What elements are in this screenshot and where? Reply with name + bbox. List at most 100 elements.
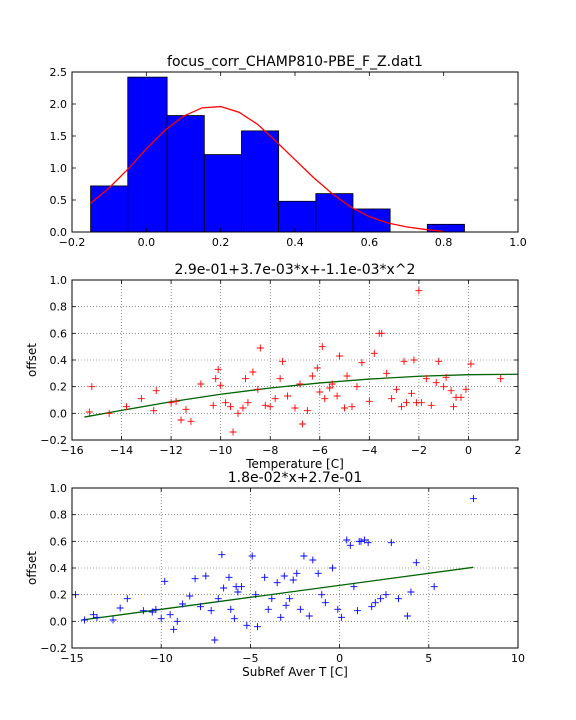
temperature-scatter-point-4 [137, 395, 145, 403]
subref-scatter-point-32 [248, 552, 256, 560]
temperature-scatter-point-76 [462, 385, 470, 393]
temperature-scatter-point-62 [410, 356, 418, 364]
temperature-scatter-point-42 [326, 384, 334, 392]
temperature-scatter-point-5 [150, 407, 158, 415]
temperature-scatter-fit-curve [84, 373, 519, 418]
temperature-scatter-point-29 [271, 395, 279, 403]
subref-scatter-point-37 [268, 595, 276, 603]
temperature-scatter-x-tick-label-4: −8 [262, 444, 278, 457]
subref-scatter-point-23 [218, 551, 226, 559]
subref-scatter-point-53 [334, 605, 342, 613]
subref-scatter-x-tick-label-4: 5 [425, 652, 432, 665]
subref-scatter-point-6 [123, 595, 131, 603]
temperature-scatter-point-6 [152, 387, 160, 395]
subref-scatter-point-48 [309, 556, 317, 564]
histogram-y-ticks: 0.0 0.5 1.0 1.5 2.0 2.5 [50, 66, 518, 239]
subref-scatter-point-56 [346, 541, 354, 549]
temperature-scatter-point-56 [388, 395, 396, 403]
subref-scatter-point-36 [264, 605, 272, 613]
histogram-x-tick-label-2: 0.2 [212, 236, 230, 249]
subref-scatter-y-tick-label-1: 0.0 [50, 615, 68, 628]
temperature-scatter-point-49 [353, 383, 361, 391]
temperature-scatter-point-61 [407, 389, 415, 397]
temperature-scatter-x-tick-label-9: 2 [515, 444, 522, 457]
subref-scatter-x-ticks: −15 −10 −5 0 5 10 [60, 488, 525, 665]
subref-scatter-point-52 [328, 564, 336, 572]
temperature-scatter-point-35 [298, 420, 306, 428]
temperature-scatter-point-65 [417, 399, 425, 407]
temperature-scatter-point-70 [440, 383, 448, 391]
histogram-x-tick-label-5: 0.8 [435, 236, 453, 249]
temperature-scatter-point-0 [85, 408, 93, 416]
subref-scatter-y-tick-label-4: 0.6 [50, 535, 68, 548]
histogram-y-tick-label-4: 2.0 [50, 98, 68, 111]
temperature-scatter-title: 2.9e-01+3.7e-03*x+-1.1e-03*x^2 [175, 262, 416, 278]
subref-scatter-point-67 [387, 539, 395, 547]
subref-scatter-point-16 [186, 592, 194, 600]
subref-scatter-point-24 [220, 584, 228, 592]
temperature-scatter-point-1 [88, 383, 96, 391]
temperature-scatter-x-tick-label-2: −12 [160, 444, 183, 457]
histogram-x-tick-label-3: 0.4 [286, 236, 304, 249]
histogram-bars [90, 76, 465, 233]
temperature-scatter-point-45 [336, 352, 344, 360]
subref-scatter-point-40 [280, 572, 288, 580]
subref-scatter-x-label: SubRef Aver T [C] [242, 665, 348, 679]
temperature-scatter-y-tick-label-3: 0.4 [50, 354, 68, 367]
temperature-scatter-point-48 [348, 403, 356, 411]
temperature-scatter-point-18 [227, 403, 235, 411]
temperature-scatter-point-23 [244, 399, 252, 407]
subref-scatter-point-62 [364, 539, 372, 547]
subref-scatter-point-21 [211, 636, 219, 644]
histogram-title: focus_corr_CHAMP810-PBE_F_Z.dat1 [167, 54, 423, 70]
temperature-scatter-point-57 [393, 385, 401, 393]
temperature-scatter-point-21 [239, 404, 247, 412]
subref-scatter-point-15 [179, 600, 187, 608]
subref-scatter-point-44 [293, 569, 301, 577]
subref-scatter-point-38 [273, 579, 281, 587]
subref-scatter-x-tick-label-1: −10 [150, 652, 173, 665]
subref-scatter-point-10 [157, 615, 165, 623]
temperature-scatter-point-39 [316, 388, 324, 396]
temperature-scatter-point-34 [296, 380, 304, 388]
temperature-scatter-point-71 [442, 373, 450, 381]
temperature-scatter-point-60 [403, 399, 410, 407]
subref-scatter-point-22 [214, 595, 222, 603]
subref-scatter-y-label: offset [25, 551, 39, 585]
temperature-scatter-point-43 [328, 380, 336, 388]
subref-scatter-fit-line [80, 566, 474, 621]
subref-scatter-point-30 [237, 583, 245, 591]
temperature-scatter-point-20 [234, 409, 242, 417]
temperature-scatter-point-17 [222, 399, 230, 407]
temperature-scatter-x-tick-label-8: 0 [465, 444, 472, 457]
histogram-x-tick-label-6: 1.0 [509, 236, 527, 249]
subref-scatter-point-1 [80, 616, 88, 624]
subref-scatter-point-69 [403, 612, 411, 620]
temperature-scatter-y-ticks: −0.2 0.0 0.2 0.4 0.6 0.8 1.0 [40, 274, 518, 447]
subref-scatter-point-54 [337, 613, 345, 621]
subref-scatter-point-64 [371, 599, 379, 607]
temperature-scatter-point-64 [415, 287, 423, 295]
temperature-scatter-y-tick-label-0: −0.2 [40, 434, 67, 447]
temperature-scatter-y-label: offset [25, 343, 39, 377]
subref-scatter-point-13 [170, 625, 178, 633]
subref-scatter-point-63 [368, 603, 376, 611]
subref-scatter-point-12 [166, 611, 174, 619]
temperature-scatter-point-59 [400, 357, 408, 365]
temperature-scatter-point-75 [457, 393, 465, 401]
temperature-scatter-point-46 [341, 404, 349, 412]
subref-scatter-point-11 [161, 577, 169, 585]
temperature-scatter-x-tick-label-5: −6 [312, 444, 328, 457]
temperature-scatter-x-tick-label-7: −2 [411, 444, 427, 457]
subref-scatter-point-71 [412, 559, 420, 567]
temperature-scatter-x-tick-label-3: −10 [209, 444, 232, 457]
subref-scatter-point-41 [282, 601, 290, 609]
subref-scatter-point-39 [277, 613, 285, 621]
subref-scatter-point-29 [234, 588, 242, 596]
temperature-scatter-point-36 [303, 407, 311, 415]
subref-scatter-point-43 [289, 576, 297, 584]
temperature-scatter-point-77 [467, 360, 475, 368]
subref-scatter-point-19 [202, 572, 210, 580]
histogram-x-tick-label-4: 0.6 [361, 236, 379, 249]
temperature-scatter-point-72 [447, 387, 455, 395]
